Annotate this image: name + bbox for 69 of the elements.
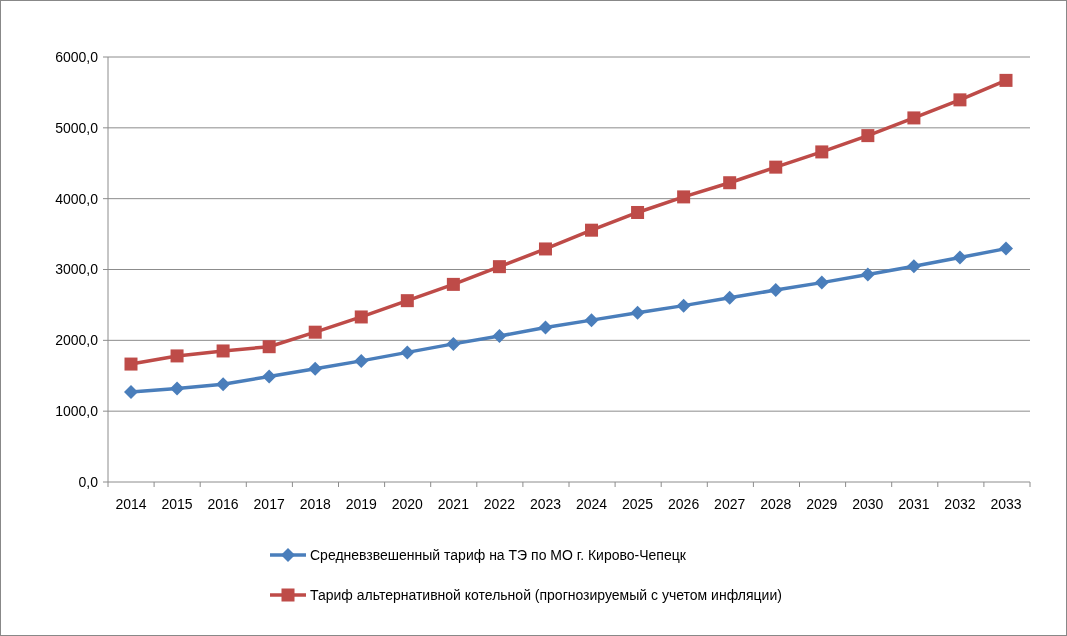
x-tick-label: 2027 xyxy=(714,496,746,512)
point xyxy=(906,259,921,274)
point xyxy=(630,305,645,320)
point xyxy=(124,357,138,371)
x-tick-label: 2033 xyxy=(990,496,1022,512)
x-tick-label: 2030 xyxy=(852,496,884,512)
point xyxy=(400,294,414,308)
point xyxy=(999,241,1013,256)
point xyxy=(170,349,184,363)
point xyxy=(769,160,783,174)
point xyxy=(676,298,691,313)
point xyxy=(262,369,277,384)
point xyxy=(677,190,691,204)
x-tick-label: 2022 xyxy=(483,496,516,512)
x-tick-label: 2026 xyxy=(668,496,700,512)
point xyxy=(308,325,322,339)
point xyxy=(170,381,185,396)
point xyxy=(722,290,737,305)
point xyxy=(354,353,369,368)
legend-label: Средневзвешенный тариф на ТЭ по МО г. Кирово-Чепецк xyxy=(310,546,687,563)
x-tick-label: 2017 xyxy=(253,496,285,512)
y-tick-label: 4000,0 xyxy=(55,190,99,207)
y-tick-label: 6000,0 xyxy=(55,48,99,65)
point xyxy=(446,277,460,291)
point xyxy=(354,310,368,324)
point xyxy=(907,111,921,125)
point xyxy=(723,176,737,190)
point xyxy=(446,336,461,351)
legend-label: Тариф альтернативной котельной (прогнозируемый с учетом инфляции) xyxy=(310,586,782,603)
point xyxy=(953,93,967,107)
y-tick-label: 1000,0 xyxy=(55,403,99,420)
point xyxy=(768,283,783,298)
point xyxy=(631,205,645,219)
x-tick-label: 2018 xyxy=(299,496,331,512)
point xyxy=(538,320,553,335)
x-tick-label: 2024 xyxy=(575,496,608,512)
point xyxy=(814,275,829,290)
point xyxy=(400,345,415,360)
point xyxy=(585,223,599,237)
x-tick-label: 2015 xyxy=(161,496,193,512)
point xyxy=(216,344,230,358)
point xyxy=(216,377,231,392)
point xyxy=(815,145,829,159)
x-tick-label: 2025 xyxy=(622,496,654,512)
y-tick-label: 3000,0 xyxy=(55,261,99,278)
x-tick-label: 2021 xyxy=(437,496,470,512)
x-tick-label: 2016 xyxy=(207,496,239,512)
x-tick-label: 2031 xyxy=(898,496,930,512)
point xyxy=(124,385,138,400)
point xyxy=(584,313,599,328)
point xyxy=(861,129,875,143)
x-tick-label: 2029 xyxy=(806,496,838,512)
point xyxy=(308,361,323,376)
point xyxy=(999,73,1013,87)
y-tick-label: 0,0 xyxy=(78,473,99,490)
point xyxy=(860,267,875,282)
x-tick-label: 2019 xyxy=(345,496,378,512)
y-tick-label: 5000,0 xyxy=(55,119,99,136)
point xyxy=(262,340,276,354)
x-tick-label: 2014 xyxy=(115,496,147,512)
x-tick-label: 2032 xyxy=(944,496,976,512)
point xyxy=(952,250,967,265)
point xyxy=(492,329,507,344)
x-tick-label: 2023 xyxy=(529,496,562,512)
x-tick-label: 2028 xyxy=(760,496,792,512)
point xyxy=(492,260,506,274)
x-tick-label: 2020 xyxy=(391,496,424,512)
y-tick-label: 2000,0 xyxy=(55,332,99,349)
point xyxy=(538,242,552,256)
